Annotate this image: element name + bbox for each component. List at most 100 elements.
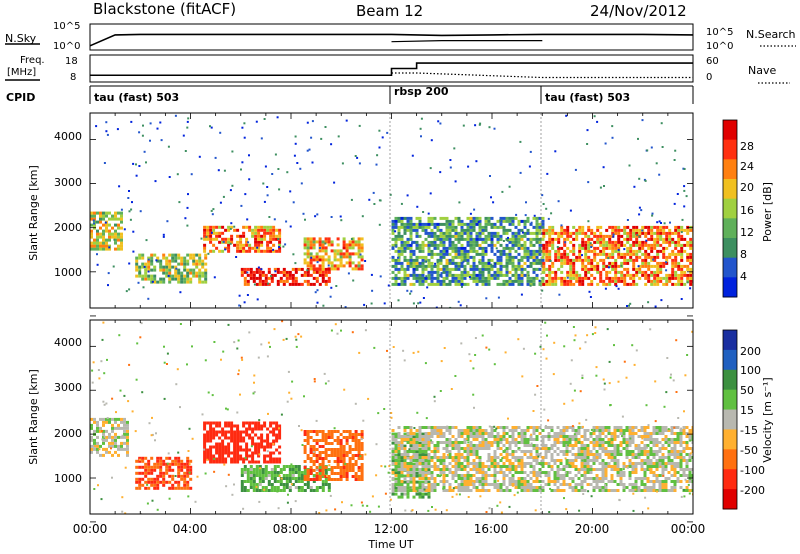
velocity-cbar-tick-neg50: -50 xyxy=(740,444,758,457)
velocity-ylabel: Slant Range [km] xyxy=(27,369,40,465)
power-colorbar-swatch-4 xyxy=(723,179,737,200)
x-axis: 00:00 04:00 08:00 12:00 16:00 20:00 00:0… xyxy=(73,522,706,551)
cpid-panel: CPID tau (fast) 503 rbsp 200 tau (fast) … xyxy=(6,85,694,104)
velocity-cbar-tick-neg100: -100 xyxy=(740,464,765,477)
velocity-cbar-label: Velocity [m s⁻¹] xyxy=(761,377,774,462)
power-colorbar-swatch-8 xyxy=(723,257,737,278)
noise-left-label: N.Sky xyxy=(5,32,37,45)
velocity-echo-band-3 xyxy=(203,421,282,464)
power-colorbar-swatch-9 xyxy=(723,277,737,298)
power-ylabel: Slant Range [km] xyxy=(27,165,40,261)
power-echo-band-7 xyxy=(542,225,693,286)
cpid-segment-3: tau (fast) 503 xyxy=(545,91,630,104)
power-ytick-4000: 4000 xyxy=(54,130,82,143)
velocity-axis-ticks xyxy=(89,320,694,523)
cpid-segment-1: tau (fast) 503 xyxy=(94,91,179,104)
x-axis-label: Time UT xyxy=(367,538,413,551)
nave-series-line xyxy=(391,72,693,79)
freq-panel: Freq. [MHz] 18 8 60 0 Nave xyxy=(5,54,790,84)
power-ytick-2000: 2000 xyxy=(54,221,82,234)
cpid-label: CPID xyxy=(6,91,35,104)
velocity-cbar-tick-200: 200 xyxy=(740,345,761,358)
cpid-segment-2: rbsp 200 xyxy=(394,85,449,98)
noise-right-tick-lo: 10^0 xyxy=(706,41,733,52)
freq-left-tick-lo: 8 xyxy=(70,72,76,83)
date-title: 24/Nov/2012 xyxy=(590,2,687,20)
noise-left-tick-hi: 10^5 xyxy=(53,21,80,32)
velocity-cbar-tick-neg200: -200 xyxy=(740,484,765,497)
x-tick-1600: 16:00 xyxy=(474,522,509,536)
freq-right-tick-hi: 60 xyxy=(706,56,719,67)
power-colorbar-swatch-3 xyxy=(723,159,737,180)
freq-series-line xyxy=(90,62,693,77)
velocity-colorbar-swatch-6 xyxy=(723,429,737,450)
freq-left-label-2: [MHz] xyxy=(7,67,36,78)
velocity-echo-band-1 xyxy=(90,417,129,457)
power-cbar-tick-12: 12 xyxy=(740,226,754,239)
velocity-scatter xyxy=(91,320,693,514)
velocity-echo-band-2 xyxy=(135,456,193,490)
velocity-cbar-tick-neg15: -15 xyxy=(740,424,758,437)
x-tick-0800: 08:00 xyxy=(273,522,308,536)
noise-panel: N.Sky 10^5 10^0 10^5 10^0 N.Search xyxy=(5,21,796,52)
beam-title: Beam 12 xyxy=(356,2,423,20)
velocity-colorbar-swatch-3 xyxy=(723,369,737,391)
x-tick-1200: 12:00 xyxy=(374,522,409,536)
power-colorbar-swatch-5 xyxy=(723,198,737,219)
power-echo-band-2 xyxy=(135,253,208,284)
velocity-echo-band-7 xyxy=(391,426,693,492)
velocity-echo-band-5 xyxy=(303,430,364,481)
velocity-cbar-tick-50: 50 xyxy=(740,384,754,397)
velocity-colorbar xyxy=(723,330,737,510)
power-panel: Slant Range [km] 4000 3000 2000 1000 28 … xyxy=(27,112,774,317)
power-colorbar-swatch-1 xyxy=(723,120,737,141)
velocity-panel: Slant Range [km] 4000 3000 2000 1000 200… xyxy=(27,319,774,523)
power-echo-band-3 xyxy=(203,225,282,253)
velocity-colorbar-swatch-8 xyxy=(723,469,737,490)
power-ytick-1000: 1000 xyxy=(54,266,82,279)
velocity-cbar-tick-15: 15 xyxy=(740,404,754,417)
freq-left-tick-hi: 18 xyxy=(65,56,78,67)
power-colorbar-swatch-2 xyxy=(723,139,737,160)
noise-right-label: N.Search xyxy=(746,28,796,41)
noise-right-tick-hi: 10^5 xyxy=(706,27,733,38)
velocity-cbar-tick-100: 100 xyxy=(740,364,761,377)
noise-series-nsky xyxy=(89,33,694,47)
power-echo-band-5 xyxy=(303,237,364,271)
station-title: Blackstone (fitACF) xyxy=(93,0,236,18)
velocity-colorbar-swatch-9 xyxy=(723,489,737,510)
power-echo-band-4 xyxy=(240,267,331,286)
velocity-colorbar-swatch-7 xyxy=(723,449,737,470)
power-ytick-3000: 3000 xyxy=(54,176,82,189)
power-cbar-tick-20: 20 xyxy=(740,181,754,194)
power-axis-ticks xyxy=(89,113,694,317)
power-cbar-tick-4: 4 xyxy=(740,270,747,283)
x-tick-0000: 00:00 xyxy=(73,522,108,536)
power-cbar-label: Power [dB] xyxy=(761,182,774,242)
power-colorbar xyxy=(723,120,737,298)
x-tick-0400: 04:00 xyxy=(173,522,208,536)
velocity-colorbar-swatch-2 xyxy=(723,349,737,371)
nave-label: Nave xyxy=(748,64,776,77)
power-cbar-tick-8: 8 xyxy=(740,248,747,261)
power-echo-band-1 xyxy=(90,211,123,251)
power-cbar-tick-24: 24 xyxy=(740,160,754,173)
velocity-colorbar-swatch-5 xyxy=(723,409,737,430)
freq-right-tick-lo: 0 xyxy=(706,72,712,83)
velocity-ytick-3000: 3000 xyxy=(54,381,82,394)
noise-left-tick-lo: 10^0 xyxy=(53,41,80,52)
power-echo-band-6 xyxy=(391,216,545,286)
velocity-colorbar-swatch-1 xyxy=(723,330,737,351)
power-cbar-tick-28: 28 xyxy=(740,140,754,153)
power-colorbar-swatch-6 xyxy=(723,218,737,239)
velocity-ytick-4000: 4000 xyxy=(54,336,82,349)
velocity-ytick-2000: 2000 xyxy=(54,427,82,440)
x-tick-2000: 20:00 xyxy=(575,522,610,536)
velocity-colorbar-swatch-4 xyxy=(723,389,737,411)
velocity-ytick-1000: 1000 xyxy=(54,472,82,485)
freq-left-label-1: Freq. xyxy=(20,55,45,66)
power-colorbar-swatch-7 xyxy=(723,238,737,259)
power-scatter xyxy=(92,114,692,308)
x-tick-2400: 00:00 xyxy=(671,522,706,536)
